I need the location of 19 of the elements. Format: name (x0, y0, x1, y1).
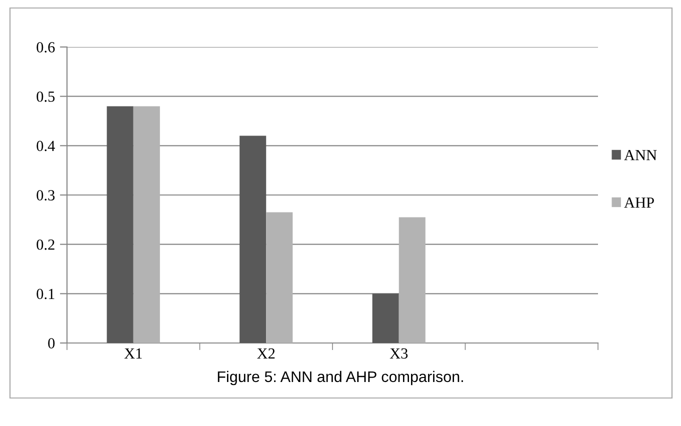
bar (133, 106, 160, 343)
y-tick-label: 0.6 (36, 42, 55, 53)
y-tick-label: 0 (48, 338, 55, 348)
legend-label: AHP (624, 198, 654, 208)
x-tick-label: X2 (257, 348, 275, 358)
bar (372, 294, 399, 343)
y-tick-label: 0.4 (36, 140, 55, 152)
x-tick-label: X3 (390, 348, 408, 359)
x-tick-label: X1 (124, 348, 142, 358)
bar (106, 106, 134, 343)
y-tick-label: 0.3 (36, 190, 55, 201)
caption: Figure 5: ANN and AHP comparison. (218, 370, 463, 386)
y-tick-label: 0.5 (36, 91, 55, 102)
legend-label: ANN (624, 150, 657, 160)
y-tick-label: 0.1 (36, 288, 54, 300)
bar (266, 212, 293, 343)
bar (398, 217, 426, 343)
y-tick-label: 0.2 (36, 239, 54, 250)
bar (240, 136, 266, 343)
